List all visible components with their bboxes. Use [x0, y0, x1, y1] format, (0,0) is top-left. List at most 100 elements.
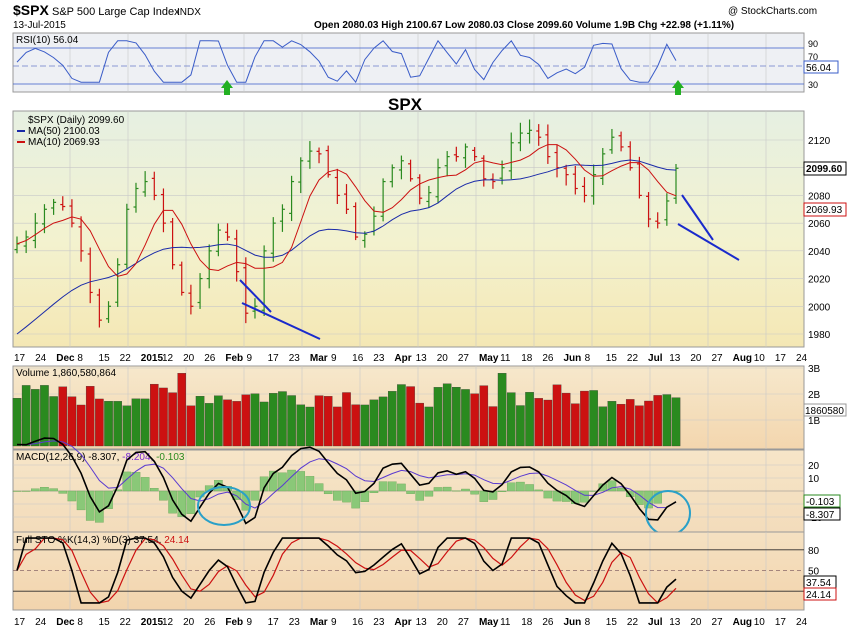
date-tick-label: Aug — [733, 353, 752, 364]
rsi-value-tag — [803, 60, 839, 74]
trend-annotation — [681, 194, 714, 241]
volume-label: Volume 1,860,580,864 — [16, 368, 117, 379]
date-tick-label: Dec — [56, 353, 75, 364]
macd-hist-tag — [803, 494, 841, 508]
volume-tick-label: 3B — [808, 364, 821, 375]
macd-histogram-bar — [406, 490, 415, 494]
macd-histogram-bar — [150, 488, 159, 492]
date-tick-label: 20 — [437, 617, 449, 628]
date-tick-label: 27 — [711, 353, 723, 364]
volume-bar — [241, 394, 251, 447]
macd-label-hist: -0.103 — [156, 452, 185, 463]
macd-value-text: -8.307 — [806, 510, 835, 521]
macd-label: MACD(12,26,9) -8.307, -8.204, -0.103 — [16, 452, 185, 463]
volume-bar — [506, 392, 516, 447]
date-tick-label: 10 — [754, 353, 766, 364]
volume-bar — [113, 401, 122, 447]
date-tick-label: Apr — [394, 617, 411, 628]
volume-bar — [470, 393, 479, 447]
date-tick-label: 2015 — [141, 353, 164, 364]
date-tick-label: 10 — [754, 617, 766, 628]
volume-axis: 3B 2B 1B — [808, 364, 821, 427]
volume-bar — [150, 383, 159, 447]
date-tick-label: 15 — [99, 617, 111, 628]
date-tick-label: 2015 — [141, 617, 164, 628]
volume-bar — [406, 386, 415, 447]
date-tick-label: 8 — [585, 617, 591, 628]
volume-bar — [186, 405, 196, 447]
macd-histogram-bar — [12, 490, 22, 492]
volume-bar — [461, 389, 470, 447]
volume-bar — [95, 398, 104, 447]
rsi-label: RSI(10) 56.04 — [16, 35, 79, 46]
macd-line — [16, 437, 677, 525]
rsi-tick-label: 30 — [808, 80, 818, 90]
macd-histogram-bar — [287, 469, 296, 492]
volume-bar — [49, 396, 58, 447]
date-tick-label: 15 — [606, 353, 618, 364]
date-tick-label: 12 — [162, 353, 174, 364]
volume-bar — [168, 392, 177, 447]
price-title: SPX — [388, 95, 423, 114]
date-tick-label: 27 — [458, 353, 470, 364]
macd-highlight-circle — [197, 486, 251, 526]
rsi-grid — [13, 33, 804, 92]
sto-tick-label: 80 — [808, 546, 820, 557]
price-tick-label: 1980 — [808, 330, 831, 341]
volume-bar — [131, 398, 141, 447]
macd-histogram-bar — [378, 481, 388, 492]
macd-histogram-bar — [452, 490, 461, 492]
macd-histogram-bar — [342, 490, 351, 503]
volume-bar — [516, 405, 525, 447]
date-tick-label: 17 — [14, 353, 26, 364]
macd-histogram-bar — [140, 477, 150, 492]
macd-histogram-bar — [461, 488, 470, 492]
volume-bar — [31, 389, 40, 447]
volume-bar — [369, 399, 379, 447]
volume-bar — [552, 384, 562, 447]
volume-tick-label: 2B — [808, 390, 821, 401]
volume-bar — [159, 387, 168, 447]
volume-bar — [580, 390, 589, 447]
rsi-tick-label: 90 — [808, 39, 818, 49]
trend-annotation — [241, 302, 321, 340]
date-tick-label: Dec — [56, 617, 75, 628]
macd-histogram-bar — [104, 490, 113, 509]
date-tick-label: Feb — [225, 617, 243, 628]
volume-bar — [333, 406, 342, 447]
volume-bar — [561, 392, 571, 447]
volume-bar — [67, 396, 77, 447]
macd-histogram-bar — [76, 490, 86, 511]
date-tick-label: 17 — [14, 617, 26, 628]
date-tick-label: 20 — [690, 353, 702, 364]
macd-histogram-bar — [177, 490, 187, 517]
date-tick-label: 17 — [268, 353, 280, 364]
date-tick-label: 23 — [373, 617, 385, 628]
date-tick-label: 22 — [120, 353, 132, 364]
volume-bar — [433, 387, 443, 447]
ma50-line — [16, 159, 677, 335]
sto-d-text: 24.14 — [806, 590, 831, 601]
date-tick-label: 26 — [542, 353, 554, 364]
sto-k-text: 37.54 — [806, 578, 831, 589]
macd-histogram-bar — [21, 490, 31, 492]
volume-bar — [122, 405, 132, 447]
volume-bar — [452, 386, 461, 447]
volume-bar — [278, 391, 287, 447]
volume-bar — [177, 373, 187, 447]
rsi-panel — [12, 32, 805, 93]
date-tick-label: 20 — [690, 617, 702, 628]
date-tick-label: Apr — [394, 353, 411, 364]
volume-bar — [644, 400, 653, 447]
trend-annotation — [239, 279, 272, 313]
ohlc-readout: Open 2080.03 High 2100.67 Low 2080.03 Cl… — [314, 20, 734, 31]
date-tick-label: 23 — [289, 617, 301, 628]
date-tick-label: 22 — [627, 353, 639, 364]
volume-bar — [488, 406, 498, 447]
macd-tick-label: 20 — [808, 461, 820, 472]
volume-bar — [534, 398, 543, 447]
price-tick-label: 2120 — [808, 136, 831, 147]
volume-bar — [442, 383, 452, 447]
sto-d-line — [16, 537, 677, 604]
last-price-tag — [803, 161, 847, 176]
